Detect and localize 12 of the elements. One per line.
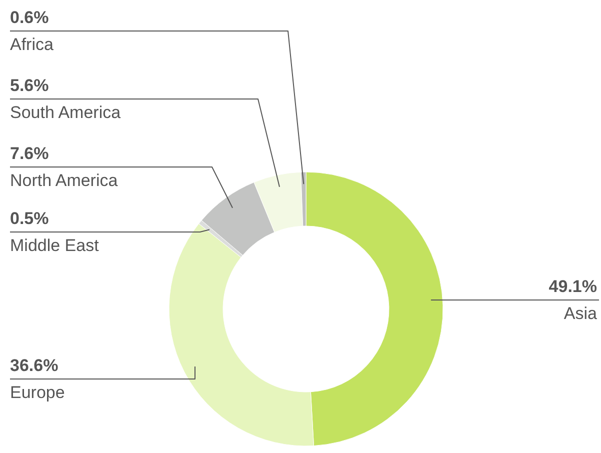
data-label: 7.6% bbox=[10, 144, 49, 163]
slice-label: Europe bbox=[10, 383, 65, 402]
slice-label: South America bbox=[10, 103, 122, 122]
data-label: 0.6% bbox=[10, 8, 49, 27]
data-label: 36.6% bbox=[10, 356, 58, 375]
slice-label: North America bbox=[10, 171, 118, 190]
slice-label: Asia bbox=[564, 304, 598, 323]
slice-label: Africa bbox=[10, 35, 54, 54]
data-label: 49.1% bbox=[548, 277, 597, 296]
data-label: 0.5% bbox=[10, 209, 49, 228]
data-label: 5.6% bbox=[10, 76, 49, 95]
slice-label: Middle East bbox=[10, 236, 100, 255]
